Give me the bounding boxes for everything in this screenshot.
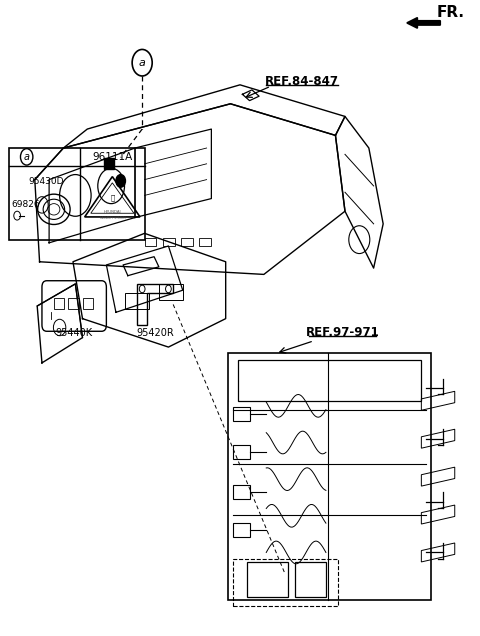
Text: SECURITY SYSTEM: SECURITY SYSTEM (99, 216, 125, 220)
Text: 96111A: 96111A (92, 152, 132, 162)
Bar (83, 298, 93, 309)
Text: 🚗: 🚗 (110, 195, 114, 201)
Circle shape (116, 174, 125, 187)
Text: FR.: FR. (436, 5, 464, 20)
Bar (125, 293, 149, 309)
Bar (68, 298, 79, 309)
Bar (199, 238, 211, 246)
Text: HYUNDAI: HYUNDAI (104, 210, 121, 214)
Bar (144, 238, 156, 246)
Text: a: a (24, 152, 30, 162)
Text: 95440K: 95440K (56, 328, 93, 338)
Text: REF.84-847: REF.84-847 (265, 75, 339, 88)
Bar (233, 523, 250, 537)
Bar (238, 360, 421, 401)
Bar (54, 298, 64, 309)
Bar (233, 559, 338, 606)
Text: 95430D: 95430D (28, 177, 63, 186)
Bar (163, 238, 175, 246)
Bar (9, 148, 144, 240)
Bar (247, 562, 288, 597)
Text: 69826: 69826 (11, 200, 39, 209)
Bar (295, 562, 326, 597)
Text: 95420R: 95420R (136, 328, 174, 338)
Bar (233, 485, 250, 499)
Bar (181, 238, 193, 246)
Bar (104, 158, 114, 169)
Bar (233, 445, 250, 459)
Text: REF.97-971: REF.97-971 (306, 326, 380, 339)
Bar (233, 407, 250, 421)
Bar (159, 284, 183, 300)
Text: a: a (139, 58, 145, 67)
